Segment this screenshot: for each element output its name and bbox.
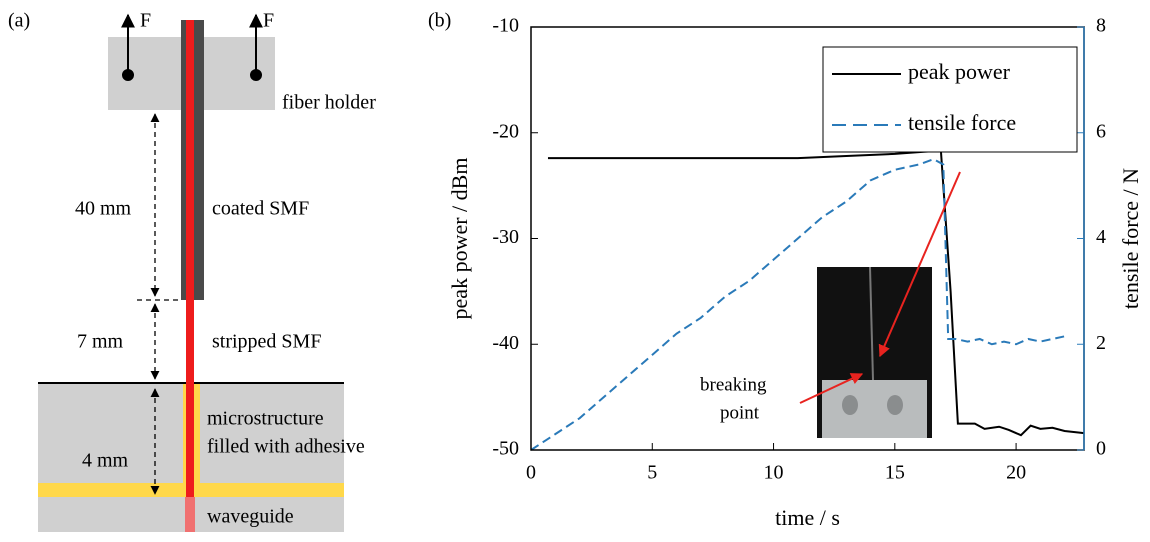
x-tick-label: 10: [764, 462, 784, 484]
inset-hole: [842, 395, 858, 415]
y2-tick-label: 0: [1096, 438, 1106, 460]
x-tick-label: 20: [1006, 462, 1026, 484]
annotation: breaking: [700, 374, 767, 395]
inset-hole: [887, 395, 903, 415]
y-tick-label: -40: [492, 332, 519, 354]
dimension: 7 mm: [77, 331, 124, 353]
series-line: [530, 158, 1065, 451]
panel-label: (b): [428, 10, 451, 32]
dimension-lines: [137, 113, 181, 495]
dimension: 40 mm: [75, 198, 132, 220]
x-tick-label: 5: [647, 462, 657, 484]
force-label: F: [263, 10, 274, 32]
x-tick-label: 15: [885, 462, 905, 484]
dimension: 4 mm: [82, 450, 129, 472]
y2-tick-label: 6: [1096, 120, 1106, 142]
legend-label: peak power: [908, 59, 1011, 84]
force-label: F: [140, 10, 151, 32]
annotation-arrow: [799, 373, 864, 404]
force-arrows: [121, 13, 263, 81]
y2-axis-label: tensile force / N: [1118, 168, 1143, 309]
y2-tick-label: 8: [1096, 15, 1106, 37]
panel-label: (a): [8, 10, 30, 32]
annotation-arrow: [878, 171, 961, 358]
label: filled with adhesive: [207, 436, 365, 458]
fiber-in-waveguide: [185, 497, 195, 532]
y-tick-label: -50: [492, 438, 519, 460]
y-tick-label: -30: [492, 226, 519, 248]
legend-label: tensile force: [908, 110, 1016, 135]
inset-fiber: [869, 266, 874, 381]
inset-chip: [822, 380, 927, 438]
label: waveguide: [207, 506, 294, 528]
label: stripped SMF: [212, 331, 321, 353]
label: fiber holder: [282, 92, 376, 114]
chart: (b) 0 5 10 15 20 -50 -40 -30 -20 -10 0 2 4 6 8 time / s…: [428, 10, 1143, 530]
y2-tick-label: 2: [1096, 332, 1106, 354]
label: microstructure: [207, 408, 324, 430]
legend-box: [822, 46, 1078, 153]
y-axis-label: peak power / dBm: [447, 158, 472, 320]
y-tick-label: -20: [492, 120, 519, 142]
series-line: [547, 149, 1085, 437]
y2-tick-label: 4: [1096, 226, 1106, 248]
annotation: point: [720, 402, 760, 423]
y-tick-label: -10: [492, 15, 519, 37]
diagram: (a) F F fiber holder 40 mm coated SMF 7 …: [8, 10, 376, 532]
fiber-core: [186, 20, 194, 497]
x-axis-label: time / s: [775, 505, 840, 530]
x-tick-label: 0: [526, 462, 536, 484]
label: coated SMF: [212, 198, 309, 220]
